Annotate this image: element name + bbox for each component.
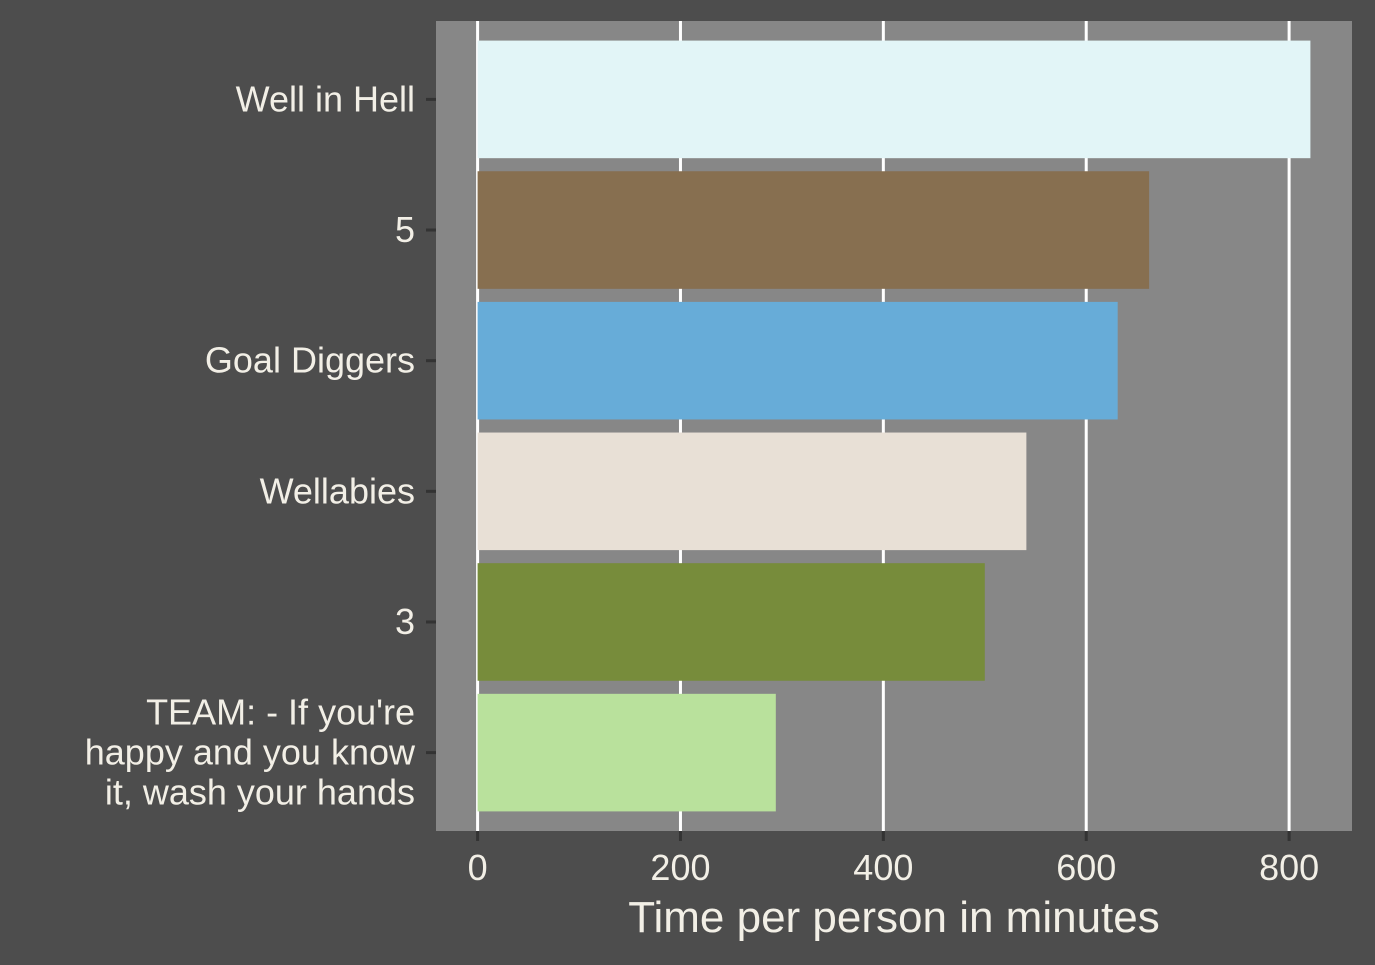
bar-5 [477,693,776,812]
y-category-label: Wellabies [260,470,415,511]
y-category-label-line: it, wash your hands [105,772,415,813]
bar-4 [477,563,985,681]
bars [477,40,1311,812]
y-category-label: 3 [395,601,415,642]
x-axis-title: Time per person in minutes [628,893,1159,942]
bar-3 [477,432,1027,551]
y-category-label: 5 [395,209,415,250]
x-tick-label: 0 [468,847,488,888]
x-tick-label: 200 [650,847,710,888]
x-tick-label: 600 [1056,847,1116,888]
y-axis: Well in Hell 5 Goal Diggers Wellabies 3 TEAM:… [85,78,436,813]
y-category-label-line: 3 [395,601,415,642]
bar-2 [477,301,1118,420]
y-category-label-line: Well in Hell [236,78,415,119]
x-tick-label: 800 [1259,847,1319,888]
bar-1 [477,171,1150,289]
y-category-label-line: Goal Diggers [205,340,415,381]
y-category-label-line: happy and you know [85,732,416,773]
y-category-label: Well in Hell [236,78,415,119]
y-category-label-line: 5 [395,209,415,250]
y-category-label: TEAM: - If you're happy and you know it, w… [85,692,416,813]
y-category-label-line: TEAM: - If you're [146,692,415,733]
x-axis: 0 200 400 600 800 [468,831,1319,888]
y-category-label: Goal Diggers [205,340,415,381]
x-tick-label: 400 [853,847,913,888]
bar-0 [477,40,1311,159]
y-category-label-line: Wellabies [260,470,415,511]
